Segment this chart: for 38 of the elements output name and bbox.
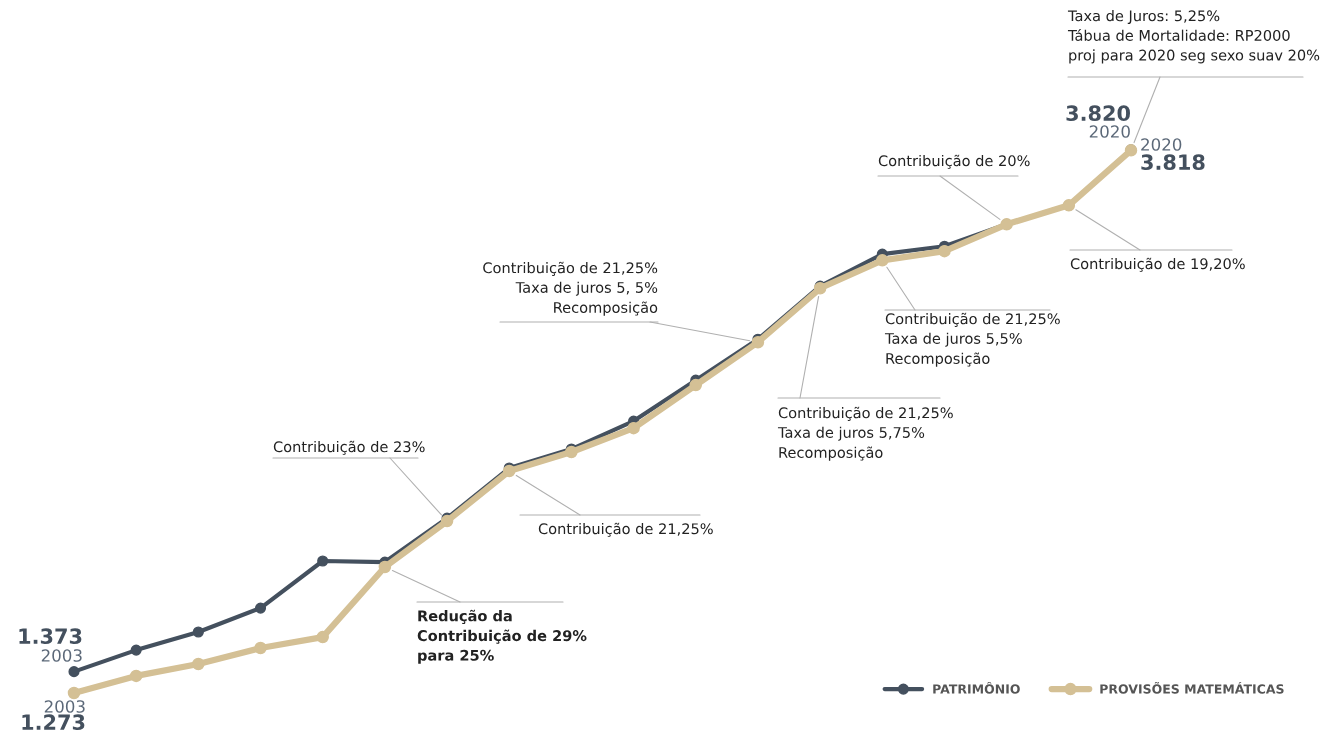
point: [751, 335, 765, 349]
point: [876, 254, 889, 267]
annotation: Contribuição de 21,25% Taxa de juros 5,5% Recomposição: [884, 312, 1060, 367]
annotation: Redução da Contribuição de 29% para 25%: [417, 609, 587, 664]
point: [440, 514, 454, 528]
annotation: Contribuição de 19,20%: [1070, 257, 1245, 272]
point: [627, 421, 640, 435]
point: [192, 657, 205, 671]
data-label: 3.818: [1141, 154, 1205, 171]
legend-label: PATRIMÔNIO: [933, 681, 1020, 694]
annotation: 2003: [41, 649, 82, 662]
point: [68, 666, 80, 678]
point: [317, 555, 329, 567]
annotation: Contribuição de 21,25% Taxa de juros 5,75% Recomposição: [777, 406, 953, 461]
legend-label: PROVISÕES MATEMÁTICAS: [1100, 681, 1284, 694]
point: [689, 378, 703, 392]
point: [316, 630, 329, 644]
annotation: Contribuição de 21,25%: [538, 522, 713, 537]
data-label: 1.273: [22, 714, 85, 731]
text: Taxa de Juros: 5,25% Tábua de Mortalidade: RP2000 proj para 2020 seg sexo suav 20%: [1067, 10, 1320, 64]
data-label: 3.820: [1066, 105, 1131, 122]
point: [502, 464, 516, 478]
point: [129, 669, 143, 683]
point: [192, 626, 204, 638]
point: [565, 445, 578, 459]
annotation: Contribuição de 23%: [273, 440, 425, 455]
annotation: Contribuição de 21,25% Taxa de juros 5, 5% Recomposição: [483, 261, 658, 316]
data-label: 1.373: [19, 628, 82, 645]
annotation: Contribuição de 20%: [878, 154, 1030, 169]
point: [254, 641, 267, 655]
point: [130, 644, 142, 656]
point: [254, 602, 267, 614]
point: [67, 686, 81, 700]
text: 2020: [1089, 125, 1130, 138]
annotation: 2020: [1141, 138, 1182, 151]
point: [378, 560, 392, 574]
text: 2003: [44, 700, 85, 713]
point: [938, 244, 951, 258]
